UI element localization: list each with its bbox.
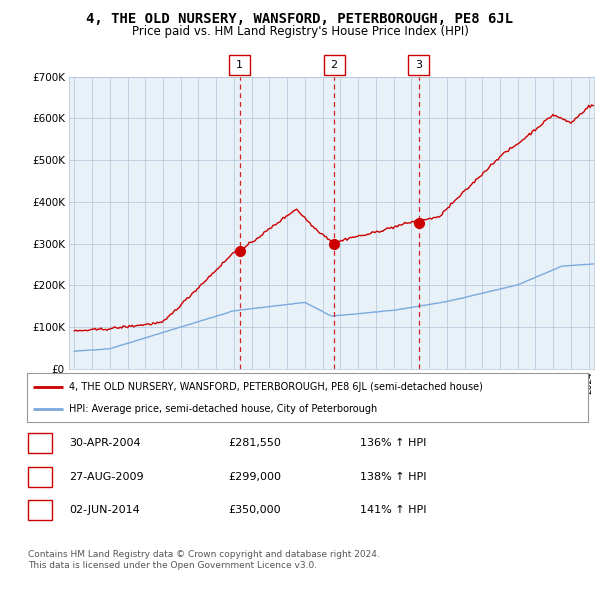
Text: 27-AUG-2009: 27-AUG-2009	[69, 472, 143, 481]
FancyBboxPatch shape	[408, 55, 429, 76]
Text: 30-APR-2004: 30-APR-2004	[69, 438, 140, 448]
Text: Contains HM Land Registry data © Crown copyright and database right 2024.: Contains HM Land Registry data © Crown c…	[28, 550, 380, 559]
Text: 136% ↑ HPI: 136% ↑ HPI	[360, 438, 427, 448]
Text: 2: 2	[331, 60, 338, 70]
Text: 3: 3	[37, 506, 44, 515]
Text: £350,000: £350,000	[228, 506, 281, 515]
Text: This data is licensed under the Open Government Licence v3.0.: This data is licensed under the Open Gov…	[28, 560, 317, 569]
Text: 4, THE OLD NURSERY, WANSFORD, PETERBOROUGH, PE8 6JL: 4, THE OLD NURSERY, WANSFORD, PETERBOROU…	[86, 12, 514, 26]
Text: HPI: Average price, semi-detached house, City of Peterborough: HPI: Average price, semi-detached house,…	[69, 404, 377, 414]
Text: 1: 1	[236, 60, 244, 70]
FancyBboxPatch shape	[229, 55, 250, 76]
Text: Price paid vs. HM Land Registry's House Price Index (HPI): Price paid vs. HM Land Registry's House …	[131, 25, 469, 38]
Text: £281,550: £281,550	[228, 438, 281, 448]
Text: 138% ↑ HPI: 138% ↑ HPI	[360, 472, 427, 481]
Text: £299,000: £299,000	[228, 472, 281, 481]
Text: 2: 2	[37, 472, 44, 481]
Text: 02-JUN-2014: 02-JUN-2014	[69, 506, 140, 515]
Text: 4, THE OLD NURSERY, WANSFORD, PETERBOROUGH, PE8 6JL (semi-detached house): 4, THE OLD NURSERY, WANSFORD, PETERBOROU…	[69, 382, 483, 392]
Text: 141% ↑ HPI: 141% ↑ HPI	[360, 506, 427, 515]
Text: 3: 3	[415, 60, 422, 70]
FancyBboxPatch shape	[323, 55, 344, 76]
Text: 1: 1	[37, 438, 44, 448]
